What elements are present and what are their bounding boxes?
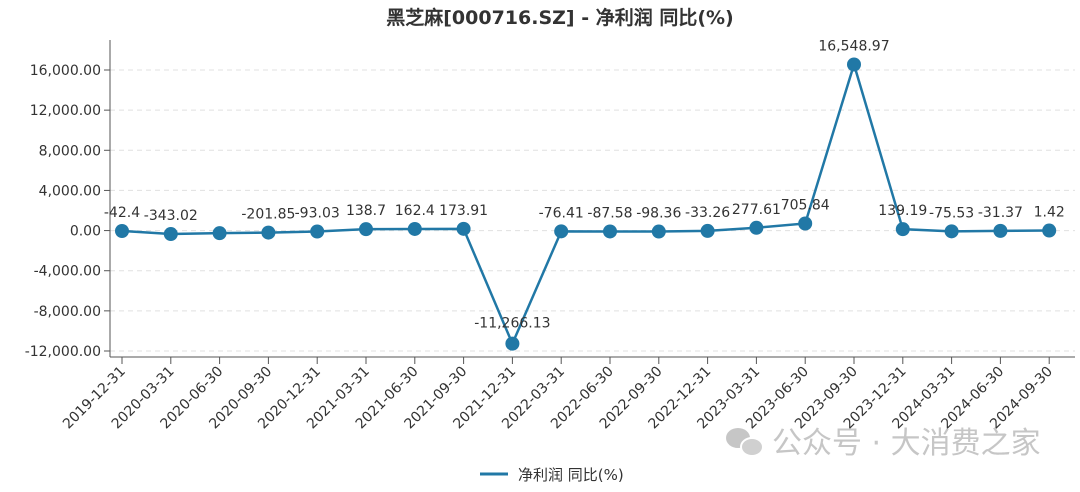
data-point[interactable]: [261, 225, 276, 240]
y-tick-label: 16,000.00: [30, 63, 101, 79]
data-label: -31.37: [978, 205, 1023, 221]
data-point[interactable]: [310, 224, 325, 239]
legend-label: 净利润 同比(%): [518, 466, 624, 484]
watermark-text: 公众号 · 大消费之家: [772, 426, 1041, 461]
data-point[interactable]: [115, 223, 129, 238]
data-label: -11,266.13: [474, 316, 550, 332]
data-label: -76.41: [539, 205, 584, 221]
data-point[interactable]: [407, 221, 422, 236]
data-label: -98.36: [636, 206, 681, 222]
data-label: 138.7: [346, 203, 386, 219]
data-point[interactable]: [895, 222, 910, 237]
data-label: -93.03: [295, 206, 340, 222]
data-point[interactable]: [700, 223, 715, 238]
data-label: 139.19: [878, 203, 927, 219]
data-point[interactable]: [456, 221, 471, 236]
data-point[interactable]: [554, 224, 569, 239]
data-label: -33.26: [685, 205, 730, 221]
y-tick-label: -12,000.00: [25, 344, 101, 360]
data-label: -42.4: [104, 205, 140, 221]
data-point[interactable]: [505, 336, 520, 351]
data-label: -87.58: [587, 205, 632, 221]
y-tick-label: -8,000.00: [34, 304, 101, 320]
series-line: [121, 60, 1050, 347]
watermark: 公众号 · 大消费之家: [726, 426, 1041, 461]
y-tick-label: 8,000.00: [39, 143, 101, 159]
data-point[interactable]: [749, 220, 764, 235]
data-point[interactable]: [163, 227, 178, 242]
x-axis: 2019-12-312020-03-312020-06-302020-09-30…: [60, 356, 1075, 432]
y-tick-label: 0.00: [70, 224, 101, 240]
data-label: 277.61: [732, 202, 781, 218]
data-point[interactable]: [1042, 223, 1057, 238]
data-point[interactable]: [603, 224, 617, 239]
y-tick-label: 12,000.00: [30, 103, 101, 119]
data-point[interactable]: [798, 216, 813, 231]
data-label: 162.4: [395, 203, 435, 219]
data-label: -343.02: [144, 208, 198, 224]
data-point[interactable]: [944, 224, 959, 239]
series: [115, 57, 1057, 351]
y-axis: 16,000.00 12,000.00 8,000.00 4,000.00 0.00 -4…: [25, 40, 111, 360]
y-tick-label: -4,000.00: [34, 264, 101, 280]
data-label: -201.85: [241, 207, 295, 223]
data-label: 1.42: [1034, 205, 1065, 221]
data-point[interactable]: [359, 222, 373, 237]
data-point[interactable]: [847, 57, 861, 72]
data-point[interactable]: [651, 224, 666, 239]
chart-title: 黑芝麻[000716.SZ] - 净利润 同比(%): [386, 6, 734, 29]
wechat-icon: [726, 428, 764, 457]
data-label: -75.53: [929, 205, 974, 221]
y-tick-label: 4,000.00: [39, 183, 101, 199]
data-labels: -42.4 -343.02 -201.85 -93.03 138.7 162.4 173.9…: [104, 38, 1065, 331]
data-label: 705.84: [781, 197, 830, 213]
legend[interactable]: 净利润 同比(%): [480, 466, 624, 484]
data-point[interactable]: [993, 223, 1008, 238]
data-label: 173.91: [439, 203, 488, 219]
data-point[interactable]: [212, 226, 227, 241]
data-label: 16,548.97: [818, 38, 889, 54]
